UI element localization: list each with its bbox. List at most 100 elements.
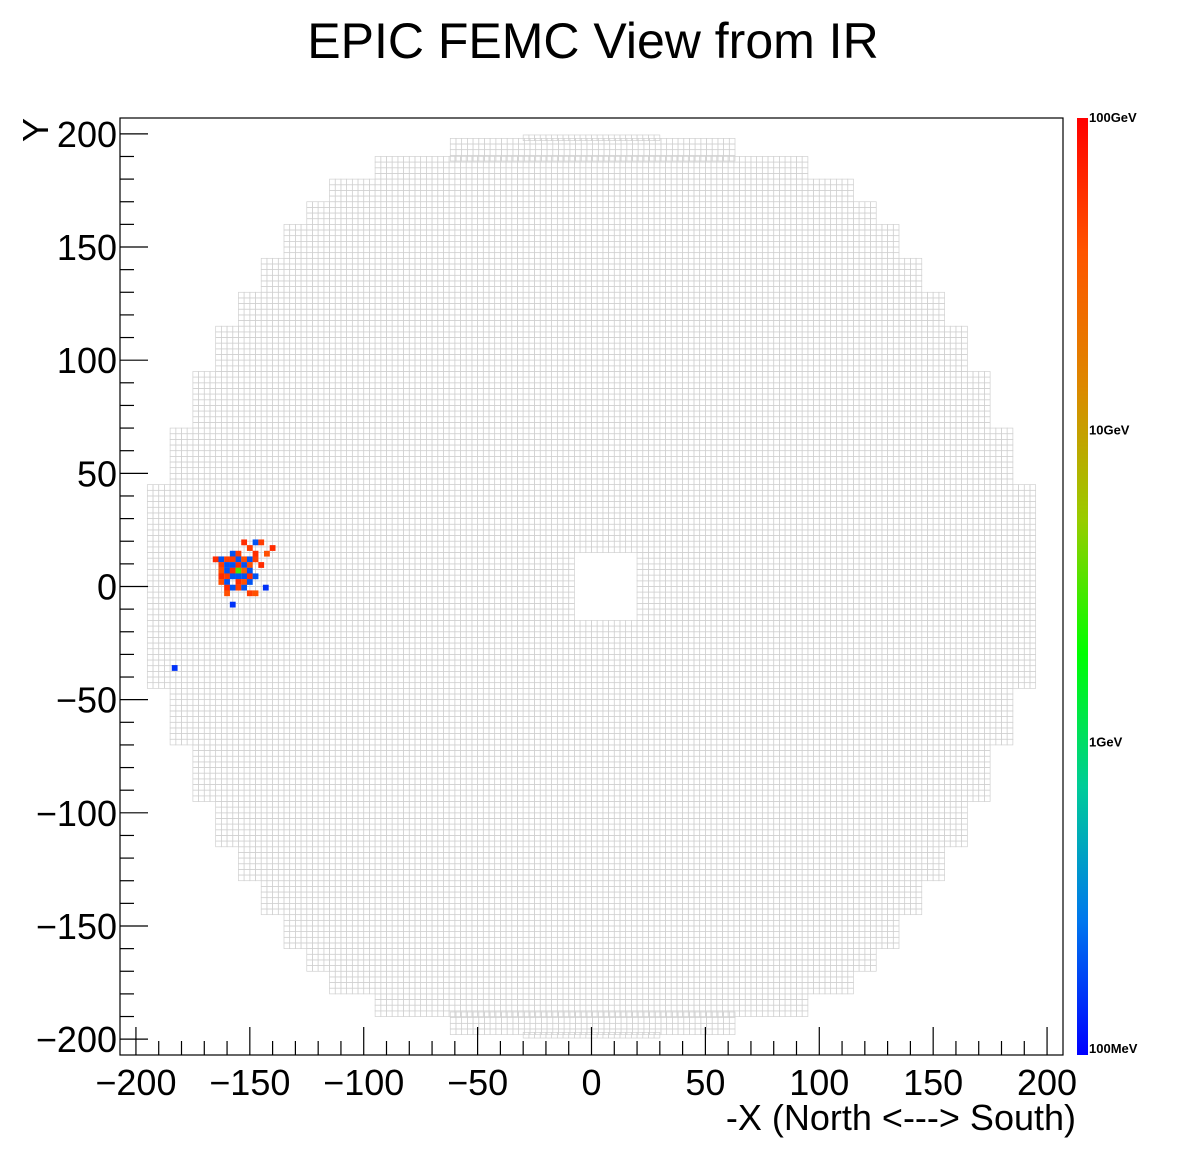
detector-tower <box>341 530 347 536</box>
detector-tower <box>278 524 284 530</box>
detector-tower <box>683 620 689 626</box>
detector-tower <box>762 536 768 542</box>
detector-tower <box>369 609 375 615</box>
detector-tower <box>967 598 973 604</box>
detector-tower <box>984 649 990 655</box>
detector-tower <box>671 666 677 672</box>
detector-tower <box>871 626 877 632</box>
detector-tower <box>387 660 393 666</box>
detector-tower <box>204 496 210 502</box>
detector-tower <box>637 660 643 666</box>
detector-tower <box>984 575 990 581</box>
detector-tower <box>187 536 193 542</box>
detector-tower <box>694 513 700 519</box>
detector-tower <box>500 507 506 513</box>
detector-tower <box>831 603 837 609</box>
detector-tower <box>461 530 467 536</box>
detector-tower <box>996 603 1002 609</box>
detector-tower <box>204 626 210 632</box>
detector-tower <box>153 490 159 496</box>
detector-tower <box>853 513 859 519</box>
detector-tower <box>284 643 290 649</box>
detector-tower <box>535 496 541 502</box>
detector-tower <box>244 654 250 660</box>
detector-tower <box>580 490 586 496</box>
detector-tower <box>187 620 193 626</box>
detector-tower <box>495 519 501 525</box>
detector-tower <box>369 575 375 581</box>
detector-tower <box>483 654 489 660</box>
detector-tower <box>478 547 484 553</box>
detector-tower <box>375 570 381 576</box>
detector-tower <box>779 490 785 496</box>
detector-tower <box>637 513 643 519</box>
detector-tower <box>671 564 677 570</box>
detector-tower <box>324 649 330 655</box>
detector-tower <box>267 603 273 609</box>
detector-tower <box>164 666 170 672</box>
detector-tower <box>842 649 848 655</box>
detector-tower <box>933 620 939 626</box>
detector-tower <box>905 637 911 643</box>
detector-tower <box>683 553 689 559</box>
detector-tower <box>483 587 489 593</box>
detector-tower <box>905 502 911 508</box>
detector-tower <box>284 592 290 598</box>
detector-tower <box>312 671 318 677</box>
detector-tower <box>922 609 928 615</box>
detector-tower <box>535 530 541 536</box>
detector-tower <box>233 513 239 519</box>
detector-tower <box>831 626 837 632</box>
detector-tower <box>438 609 444 615</box>
detector-tower <box>369 502 375 508</box>
detector-tower <box>250 649 256 655</box>
detector-tower <box>905 581 911 587</box>
detector-tower <box>1013 620 1019 626</box>
detector-tower <box>398 519 404 525</box>
detector-tower <box>483 637 489 643</box>
detector-tower <box>1002 620 1008 626</box>
detector-tower <box>517 570 523 576</box>
detector-tower <box>432 654 438 660</box>
detector-tower <box>825 496 831 502</box>
detector-tower <box>489 592 495 598</box>
detector-tower <box>865 496 871 502</box>
detector-tower <box>233 609 239 615</box>
detector-tower <box>278 507 284 513</box>
detector-tower <box>529 581 535 587</box>
detector-tower <box>597 643 603 649</box>
detector-tower <box>455 490 461 496</box>
detector-tower <box>153 632 159 638</box>
detector-tower <box>443 615 449 621</box>
detector-tower <box>922 530 928 536</box>
detector-tower <box>535 558 541 564</box>
detector-tower <box>683 654 689 660</box>
detector-tower <box>814 575 820 581</box>
detector-tower <box>996 575 1002 581</box>
detector-tower <box>261 598 267 604</box>
detector-tower <box>159 649 165 655</box>
detector-tower <box>791 615 797 621</box>
detector-tower <box>335 615 341 621</box>
detector-tower <box>552 620 558 626</box>
detector-tower <box>398 581 404 587</box>
detector-tower <box>204 547 210 553</box>
detector-tower <box>392 558 398 564</box>
detector-tower <box>967 570 973 576</box>
detector-tower <box>244 519 250 525</box>
detector-tower <box>409 637 415 643</box>
detector-tower <box>335 643 341 649</box>
detector-tower <box>1019 626 1025 632</box>
detector-tower <box>893 570 899 576</box>
detector-tower <box>250 626 256 632</box>
detector-tower <box>324 524 330 530</box>
detector-tower <box>176 587 182 593</box>
detector-tower <box>831 632 837 638</box>
detector-tower <box>814 536 820 542</box>
detector-tower <box>876 524 882 530</box>
detector-tower <box>779 603 785 609</box>
detector-tower <box>358 490 364 496</box>
detector-tower <box>455 570 461 576</box>
detector-tower <box>199 507 205 513</box>
detector-tower <box>802 581 808 587</box>
